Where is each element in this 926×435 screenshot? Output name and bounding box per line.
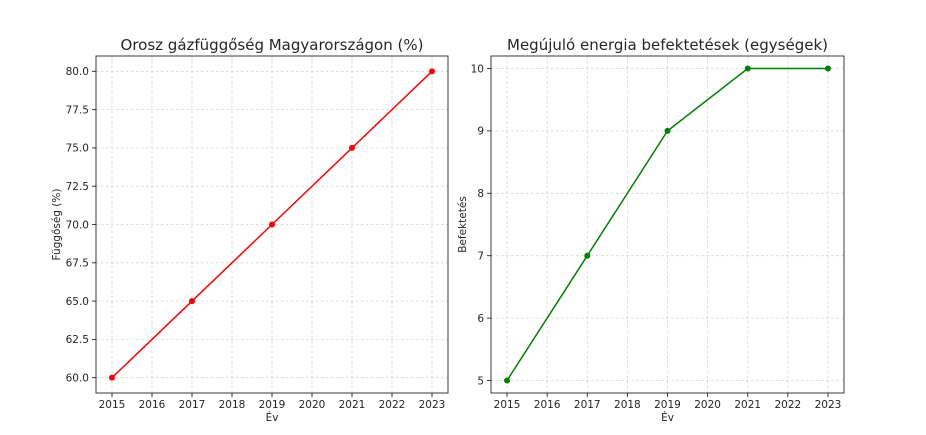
x-tick-label: 2018 xyxy=(219,399,246,411)
x-tick-label: 2016 xyxy=(139,399,166,411)
chart-gas-dependency: 2015 2016 2017 2018 2019 2020 2021 2022 2023 60.0… xyxy=(51,36,449,424)
data-point xyxy=(109,374,115,381)
y-tick-label: 8 xyxy=(477,188,484,200)
x-tick-label: 2020 xyxy=(694,399,721,411)
x-axis-label: Év xyxy=(266,411,279,424)
y-tick-label: 10 xyxy=(471,63,484,75)
x-tick-label: 2021 xyxy=(339,399,366,411)
y-tick-label: 67.5 xyxy=(66,258,89,270)
y-tick-label: 75.0 xyxy=(66,143,89,155)
x-tick-label: 2019 xyxy=(654,399,681,411)
data-point xyxy=(744,65,751,72)
x-tick-label: 2021 xyxy=(734,399,761,411)
y-tick-label: 65.0 xyxy=(66,296,89,308)
plot-frame xyxy=(95,55,449,394)
x-tick-label: 2016 xyxy=(534,399,561,411)
y-axis-label: Függőség (%) xyxy=(51,189,63,261)
x-tick-label: 2019 xyxy=(259,399,286,411)
x-tick-label: 2020 xyxy=(299,399,326,411)
x-tick-label: 2023 xyxy=(419,399,446,411)
x-tick-label: 2015 xyxy=(494,399,521,411)
data-point xyxy=(584,252,591,259)
data-point xyxy=(504,377,511,384)
data-point xyxy=(824,65,831,72)
y-tick-label: 72.5 xyxy=(66,181,89,193)
plot-frame xyxy=(490,55,845,394)
data-point xyxy=(664,127,671,134)
x-tick-label: 2018 xyxy=(614,399,641,411)
chart-title: Orosz gázfüggőség Magyarországon (%) xyxy=(121,36,424,54)
x-tick-label: 2017 xyxy=(179,399,206,411)
y-tick-label: 9 xyxy=(477,126,484,138)
y-tick-label: 7 xyxy=(477,251,484,263)
chart-renewable-investment: 2015 2016 2017 2018 2019 2020 2021 2022 2023 5 6 7 8… xyxy=(457,36,845,424)
x-tick-label: 2015 xyxy=(99,399,126,411)
x-tick-label: 2023 xyxy=(815,399,842,411)
y-tick-label: 60.0 xyxy=(66,372,89,384)
data-point xyxy=(429,68,435,75)
chart-title: Megújuló energia befektetések (egységek) xyxy=(507,36,828,54)
x-tick-label: 2022 xyxy=(379,399,406,411)
series-line xyxy=(506,67,828,381)
y-tick-label: 5 xyxy=(477,375,484,387)
data-point xyxy=(349,144,355,151)
y-axis-label: Befektetés xyxy=(457,196,469,253)
y-tick-label: 80.0 xyxy=(66,66,89,78)
data-point xyxy=(189,298,195,305)
y-tick-label: 77.5 xyxy=(66,104,89,116)
y-tick-label: 6 xyxy=(477,313,484,325)
y-tick-label: 62.5 xyxy=(66,334,89,346)
x-tick-label: 2017 xyxy=(574,399,601,411)
data-point xyxy=(269,221,275,228)
x-tick-label: 2022 xyxy=(774,399,801,411)
x-axis-label: Év xyxy=(661,411,674,424)
y-tick-label: 70.0 xyxy=(66,219,89,231)
